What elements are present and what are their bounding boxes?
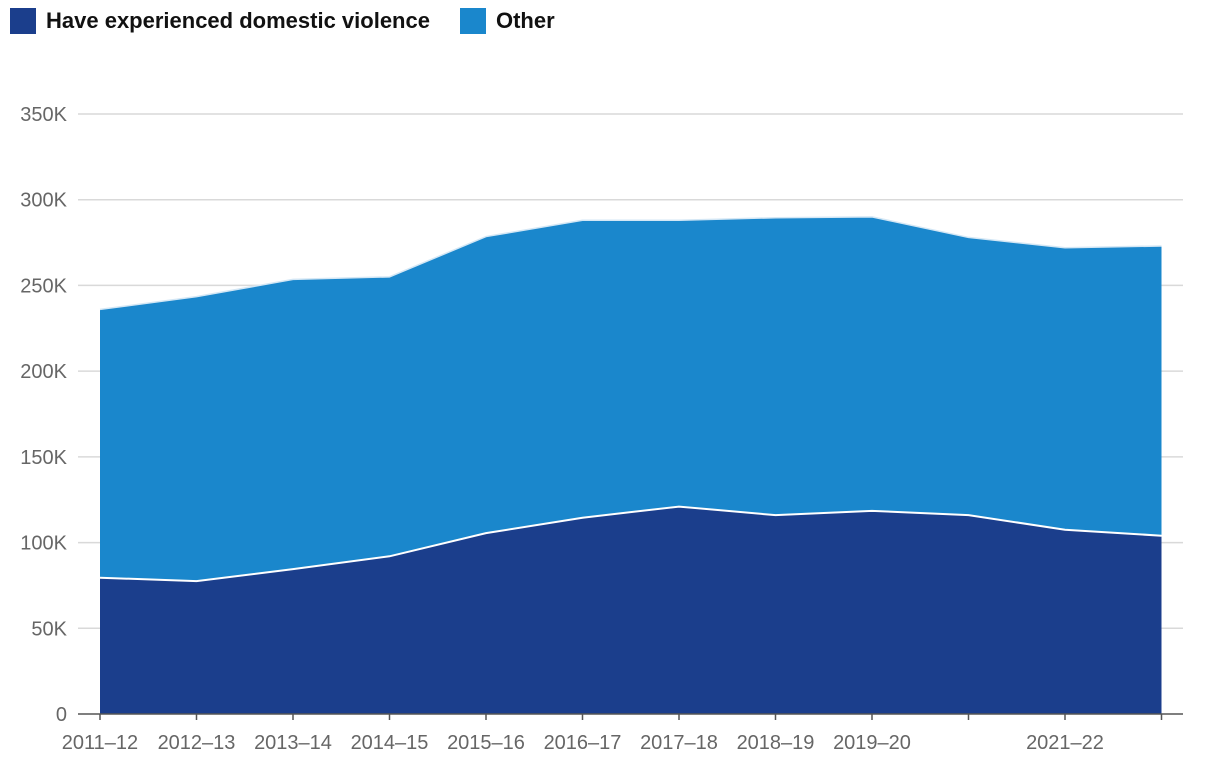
- legend-item-domestic-violence: Have experienced domestic violence: [10, 8, 430, 34]
- legend-swatch-domestic-violence: [10, 8, 36, 34]
- x-tick-label-6: 2017–18: [640, 732, 718, 754]
- area-domestic-violence: [100, 506, 1162, 714]
- series-top-line: [99, 216, 1162, 311]
- chart-legend: Have experienced domestic violence Other: [10, 8, 585, 34]
- y-tick-label-200K: 200K: [20, 361, 67, 383]
- y-tick-label-250K: 250K: [20, 275, 67, 297]
- y-tick-label-350K: 350K: [20, 104, 67, 126]
- legend-label-domestic-violence: Have experienced domestic violence: [46, 8, 430, 33]
- y-tick-label-300K: 300K: [20, 190, 67, 212]
- y-tick-label-150K: 150K: [20, 447, 67, 469]
- legend-label-other: Other: [495, 8, 555, 33]
- x-tick-label-8: 2019–20: [833, 732, 911, 754]
- y-tick-label-0: 0: [56, 704, 67, 726]
- legend-item-other: Other: [459, 8, 555, 34]
- x-tick-label-10: 2021–22: [1026, 732, 1104, 754]
- x-tick-label-7: 2018–19: [737, 732, 815, 754]
- x-tick-label-0: 2011–12: [62, 732, 138, 754]
- y-tick-label-100K: 100K: [20, 533, 67, 555]
- x-tick-label-4: 2015–16: [447, 732, 525, 754]
- x-tick-label-5: 2016–17: [544, 732, 622, 754]
- x-tick-label-2: 2013–14: [254, 732, 332, 754]
- area-other: [100, 216, 1162, 582]
- x-tick-label-1: 2012–13: [158, 732, 236, 754]
- series-boundary-line: [99, 505, 1162, 583]
- legend-swatch-other: [459, 8, 486, 34]
- y-tick-label-50K: 50K: [31, 618, 67, 640]
- x-tick-label-3: 2014–15: [351, 732, 429, 754]
